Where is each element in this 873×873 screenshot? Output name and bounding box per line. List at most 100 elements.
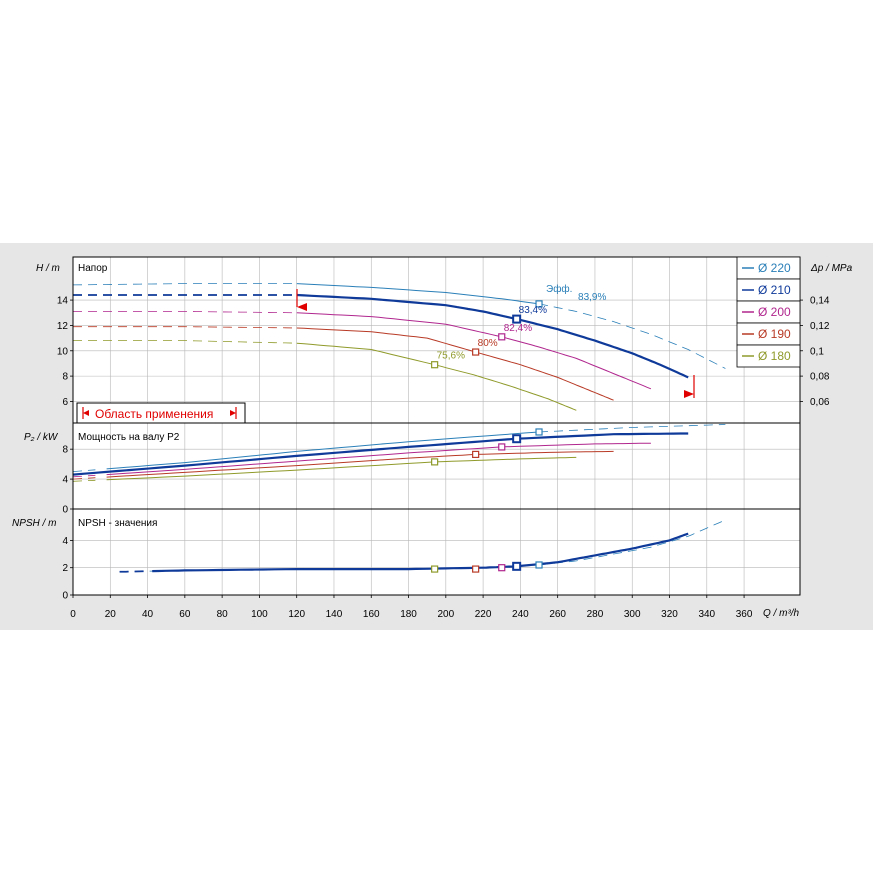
curve-d210: [72, 432, 689, 476]
curve-d220: [106, 431, 540, 470]
curves-layer: [72, 283, 726, 573]
x-tick-label: 220: [475, 609, 492, 620]
npsh-plot-area: [73, 509, 800, 595]
bep-marker-d210: [512, 434, 522, 444]
curve-d220-dashed: [72, 469, 96, 472]
x-tick-label: 360: [736, 609, 753, 620]
curve-d180-dashed: [73, 340, 297, 344]
y2-tick-label: 0,14: [810, 296, 830, 307]
power-y-axis-label: P₂ / kW: [24, 432, 59, 443]
legend-label: Ø 220: [758, 261, 791, 275]
application-range-label: Область применения: [95, 407, 213, 421]
y-tick-label: 4: [62, 536, 68, 547]
head-y-axis-label: H / m: [36, 263, 60, 274]
y-tick-label: 10: [57, 346, 69, 357]
head-plot-area: [73, 257, 800, 423]
curve-d220-dashed: [538, 424, 726, 433]
range-arrow-left-icon: [82, 407, 89, 419]
curve-d180: [106, 456, 577, 481]
curve-d190-dashed: [73, 326, 297, 329]
efficiency-value-d180: 75,6%: [437, 351, 465, 362]
x-tick-label: 320: [661, 609, 678, 620]
curve-d210-dashed: [119, 570, 146, 573]
range-arrow-right-icon: [230, 407, 237, 419]
efficiency-value-d200: 82,4%: [504, 323, 532, 334]
bep-marker-d210: [512, 561, 522, 571]
y-tick-label: 6: [62, 397, 68, 408]
curve-d190-dashed: [72, 477, 96, 480]
curve-d220-dashed: [538, 303, 726, 369]
power-plot-area: [73, 423, 800, 509]
x-tick-label: 340: [698, 609, 715, 620]
efficiency-value-d210: 83,4%: [519, 305, 547, 316]
curve-d220: [296, 283, 540, 305]
y2-tick-label: 0,08: [810, 372, 830, 383]
efficiency-value-d220: 83,9%: [578, 292, 606, 303]
efficiency-value-d190: 80%: [478, 338, 498, 349]
efficiency-label: Эфф.: [546, 283, 572, 295]
y-tick-label: 8: [62, 372, 68, 383]
bep-marker-d210: [512, 314, 522, 324]
legend-label: Ø 190: [758, 327, 791, 341]
y-tick-label: 8: [62, 445, 68, 456]
grid-lines: [73, 257, 800, 595]
bep-marker-d190: [472, 450, 480, 459]
bep-marker-d200: [498, 564, 506, 572]
legend-label: Ø 200: [758, 305, 791, 319]
legend-item: [736, 344, 801, 368]
application-range-box: [76, 402, 246, 424]
legend: Ø 220 Ø 210 Ø 200 Ø 190 Ø 180: [736, 256, 801, 368]
curve-d200-dashed: [73, 311, 297, 314]
y-tick-label: 14: [57, 296, 69, 307]
x-tick-label: 200: [437, 609, 454, 620]
x-tick-label: 160: [363, 609, 380, 620]
range-start-marker-icon: [296, 289, 307, 311]
curve-d220-dashed: [72, 283, 297, 286]
curve-d190: [106, 450, 614, 478]
y2-tick-label: 0,12: [810, 321, 830, 332]
curve-d180-dashed: [72, 479, 96, 482]
bep-marker-d200: [498, 443, 506, 451]
head-panel-title: Напор: [78, 263, 108, 274]
x-tick-label: 20: [105, 609, 117, 620]
bep-marker-d220: [535, 428, 543, 436]
bep-marker-d200: [498, 333, 506, 341]
y2-tick-label: 0,06: [810, 397, 830, 408]
npsh-y-axis-label: NPSH / m: [12, 518, 56, 529]
bep-marker-d190: [472, 348, 480, 356]
curve-d190: [296, 327, 614, 401]
bep-marker-d220: [535, 561, 543, 569]
y-tick-label: 2: [62, 563, 68, 574]
bep-labels-layer: 83,9% 83,4% 82,4% 80% 75,6%: [437, 292, 607, 362]
x-tick-label: 60: [179, 609, 191, 620]
curve-d200: [106, 442, 651, 476]
bep-marker-d190: [472, 565, 480, 573]
y-tick-label: 0: [62, 505, 68, 516]
bep-marker-d180: [431, 565, 439, 573]
bep-marker-d220: [535, 300, 543, 308]
curve-d210: [296, 293, 689, 379]
x-tick-label: 260: [549, 609, 566, 620]
x-tick-label: 180: [400, 609, 417, 620]
curve-d180: [296, 342, 577, 411]
range-end-marker-icon: [684, 375, 695, 398]
curve-d200: [296, 312, 652, 390]
x-tick-label: 120: [288, 609, 305, 620]
bep-marker-d180: [431, 458, 439, 466]
x-tick-label: 240: [512, 609, 529, 620]
pump-performance-chart: 83,9% 83,4% 82,4% 80% 75,6% 6 0,06 8 0,08 10 0,1 1…: [12, 256, 853, 620]
x-tick-label: 80: [217, 609, 229, 620]
curve-d200-dashed: [72, 474, 96, 478]
curve-d220-dashed: [538, 519, 726, 566]
legend-label: Ø 210: [758, 283, 791, 297]
y2-tick-label: 0,1: [810, 346, 824, 357]
chart-panel: 83,9% 83,4% 82,4% 80% 75,6% 6 0,06 8 0,08 10 0,1 1…: [0, 243, 873, 630]
bep-marker-d180: [431, 361, 439, 369]
bep-markers-layer: [431, 300, 543, 573]
y-tick-label: 12: [57, 321, 69, 332]
curve-d210: [152, 532, 689, 573]
power-panel-title: Мощность на валу P2: [78, 432, 180, 443]
y-tick-label: 4: [62, 475, 68, 486]
x-tick-label: 140: [326, 609, 343, 620]
x-tick-label: 100: [251, 609, 268, 620]
